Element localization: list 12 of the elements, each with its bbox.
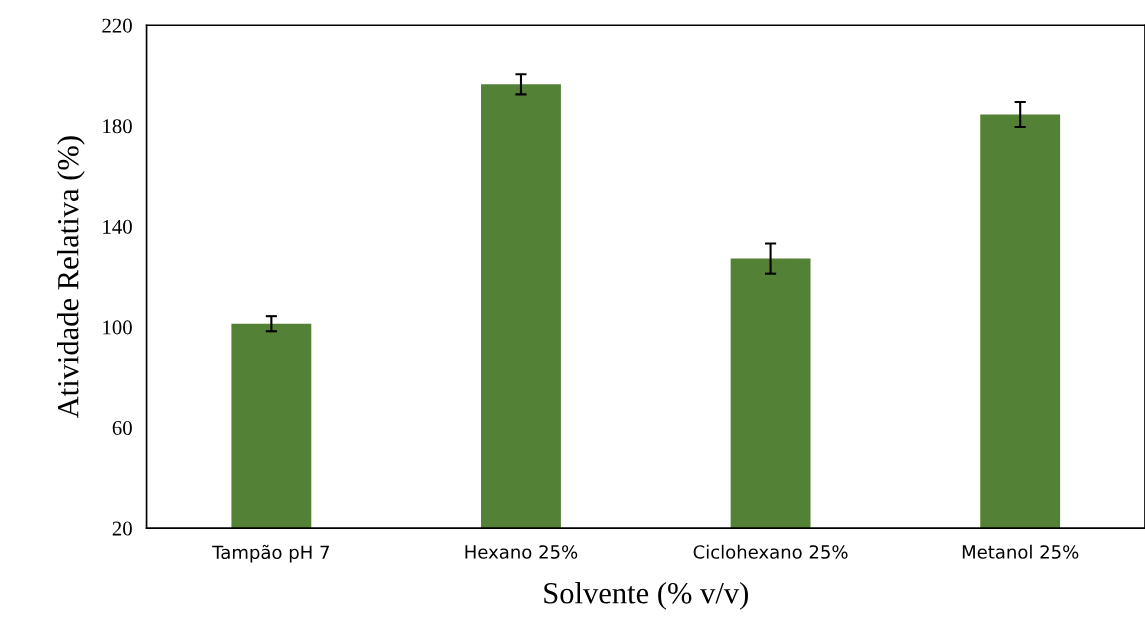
y-tick-label: 140 [103, 219, 132, 234]
y-axis-title: Atividade Relativa (%) [57, 136, 85, 419]
y-tick-label: 220 [102, 18, 132, 33]
y-tick-label: 60 [112, 420, 132, 435]
x-tick-label: Ciclohexano 25% [693, 544, 848, 559]
x-tick-label: Metanol 25% [962, 544, 1079, 559]
x-axis-title: Solvente (% v/v) [544, 582, 748, 610]
y-tick-label: 100 [103, 320, 132, 335]
x-tick-label: Hexano 25% [465, 545, 578, 559]
y-tick-label: 20 [112, 521, 132, 536]
x-tick-label: Tampão pH 7 [212, 544, 329, 563]
y-tick-label: 180 [103, 119, 132, 134]
